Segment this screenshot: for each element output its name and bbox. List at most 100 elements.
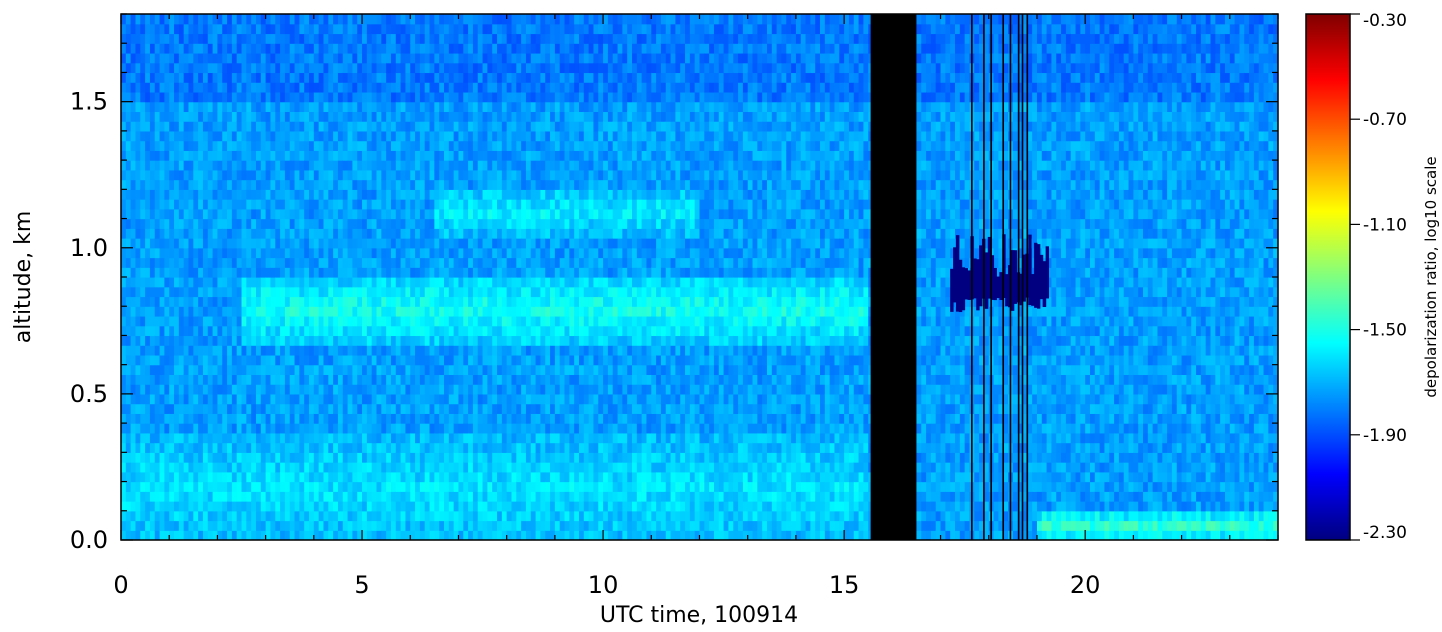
- heat-cell: [246, 208, 252, 220]
- heat-cell: [318, 520, 325, 531]
- heat-cell: [333, 267, 339, 278]
- heat-cell: [212, 111, 219, 122]
- heat-cell: [362, 208, 368, 220]
- heat-cell: [337, 306, 344, 317]
- heat-cell: [366, 160, 373, 171]
- heat-cell: [371, 354, 378, 366]
- heat-cell: [318, 325, 325, 337]
- heat-cell: [530, 452, 537, 463]
- heat-cell: [477, 179, 484, 190]
- heat-cell: [439, 296, 445, 307]
- heat-cell: [154, 384, 161, 395]
- heat-cell: [516, 150, 522, 161]
- heat-cell: [207, 354, 214, 366]
- heat-cell: [540, 364, 546, 376]
- heat-cell: [347, 23, 353, 35]
- heat-cell: [439, 169, 445, 181]
- heat-cell: [477, 130, 484, 142]
- heat-cell: [121, 306, 127, 317]
- heat-cell: [188, 423, 194, 434]
- heat-cell: [313, 52, 320, 64]
- heat-cell: [159, 140, 165, 151]
- heat-cell: [516, 43, 522, 54]
- heat-cell: [487, 462, 493, 473]
- heat-cell: [178, 277, 185, 288]
- heat-cell: [463, 101, 469, 113]
- heat-cell: [328, 91, 334, 103]
- heat-cell: [227, 306, 233, 317]
- heat-cell: [395, 510, 402, 522]
- heat-cell: [501, 150, 508, 161]
- heat-cell: [222, 442, 228, 453]
- heat-cell: [410, 43, 416, 54]
- heat-cell: [174, 267, 180, 278]
- heat-cell: [178, 374, 185, 385]
- heat-cell: [246, 364, 252, 376]
- heat-cell: [140, 52, 146, 64]
- heat-cell: [366, 277, 373, 288]
- heat-cell: [318, 238, 325, 249]
- heat-cell: [482, 335, 488, 346]
- heat-cell: [554, 91, 561, 103]
- heat-cell: [313, 501, 320, 512]
- heat-cell: [506, 364, 513, 376]
- heat-cell: [545, 374, 551, 385]
- heat-cell: [251, 354, 257, 366]
- heat-cell: [227, 218, 233, 229]
- heat-cell: [458, 121, 464, 132]
- heat-cell: [497, 208, 503, 220]
- heat-cell: [135, 520, 141, 531]
- heat-cell: [501, 179, 508, 190]
- heat-cell: [497, 238, 503, 249]
- heat-cell: [545, 52, 551, 64]
- heat-cell: [362, 296, 368, 307]
- heat-cell: [371, 247, 378, 259]
- heat-cell: [530, 335, 537, 346]
- heat-cell: [434, 238, 440, 249]
- heat-cell: [217, 296, 223, 307]
- heat-cell: [419, 354, 426, 366]
- heat-cell: [530, 393, 537, 405]
- heat-cell: [371, 345, 378, 356]
- heat-cell: [183, 189, 190, 200]
- heat-cell: [429, 160, 435, 171]
- heat-cell: [434, 218, 440, 229]
- heat-cell: [366, 52, 373, 64]
- heat-cell: [260, 189, 267, 200]
- heat-cell: [323, 23, 329, 35]
- heat-cell: [280, 82, 286, 93]
- heat-cell: [506, 374, 513, 385]
- heat-cell: [280, 199, 286, 210]
- heat-cell: [342, 199, 349, 210]
- heat-cell: [362, 501, 368, 512]
- heat-cell: [497, 91, 503, 103]
- heat-cell: [444, 189, 450, 200]
- heat-cell: [299, 403, 305, 414]
- heat-cell: [434, 14, 440, 25]
- heat-cell: [183, 72, 190, 83]
- heat-cell: [125, 228, 132, 239]
- heat-cell: [174, 247, 180, 259]
- heat-cell: [554, 14, 561, 25]
- heat-cell: [304, 238, 310, 249]
- heat-cell: [419, 286, 426, 298]
- heat-cell: [255, 208, 262, 220]
- heat-cell: [333, 218, 339, 229]
- heat-cell: [342, 501, 349, 512]
- heat-cell: [135, 423, 141, 434]
- heat-cell: [178, 101, 185, 113]
- heat-cell: [386, 345, 392, 356]
- heat-cell: [371, 374, 378, 385]
- heat-cell: [439, 72, 445, 83]
- heat-cell: [400, 364, 407, 376]
- heat-cell: [516, 462, 522, 473]
- heat-cell: [521, 82, 527, 93]
- heat-cell: [270, 218, 276, 229]
- heat-cell: [275, 501, 281, 512]
- heat-cell: [525, 189, 532, 200]
- heat-cell: [145, 257, 151, 268]
- heat-cell: [386, 257, 392, 268]
- heat-cell: [497, 423, 503, 434]
- heat-cell: [188, 121, 194, 132]
- heat-cell: [265, 91, 272, 103]
